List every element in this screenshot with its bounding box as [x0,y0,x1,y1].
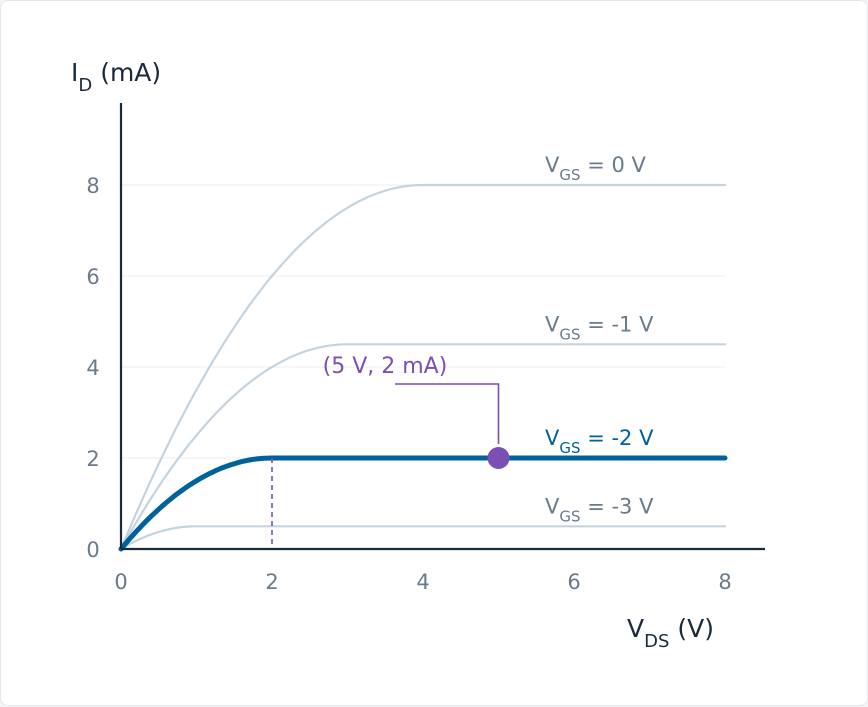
x-tick-label-0: 0 [114,570,127,594]
series-label-3: VGS = -2 V [545,426,654,457]
axes [119,103,765,551]
x-tick-label-8: 8 [718,570,731,594]
annotation-point [487,447,510,469]
y-axis-title: ID (mA) [71,58,161,96]
x-tick-label-4: 4 [416,570,429,594]
y-tick-label-2: 2 [86,447,99,471]
y-tick-label-8: 8 [86,174,99,198]
y-tick-label-4: 4 [86,356,99,380]
labels: VGS = 0 V VGS = -1 V VGS = -3 V VGS = -2 V (… [71,58,732,652]
y-tick-label-0: 0 [86,538,99,562]
series-line-3 [118,455,728,552]
x-axis-title: VDS (V) [627,614,714,652]
annotation-leader [395,383,500,444]
annotation-label: (5 V, 2 mA) [323,354,448,379]
series-label-2: VGS = -1 V [545,312,654,343]
series-line-2 [119,343,727,551]
y-tick-label-6: 6 [86,265,99,289]
x-tick-label-6: 6 [567,570,580,594]
x-tick-label-2: 2 [265,570,278,594]
series-line-1 [119,183,727,551]
series-label-4: VGS = -3 V [545,494,654,525]
series-label-1: VGS = 0 V [545,153,647,184]
markers [271,383,510,549]
series-line-4 [119,525,727,551]
curves [118,183,728,552]
